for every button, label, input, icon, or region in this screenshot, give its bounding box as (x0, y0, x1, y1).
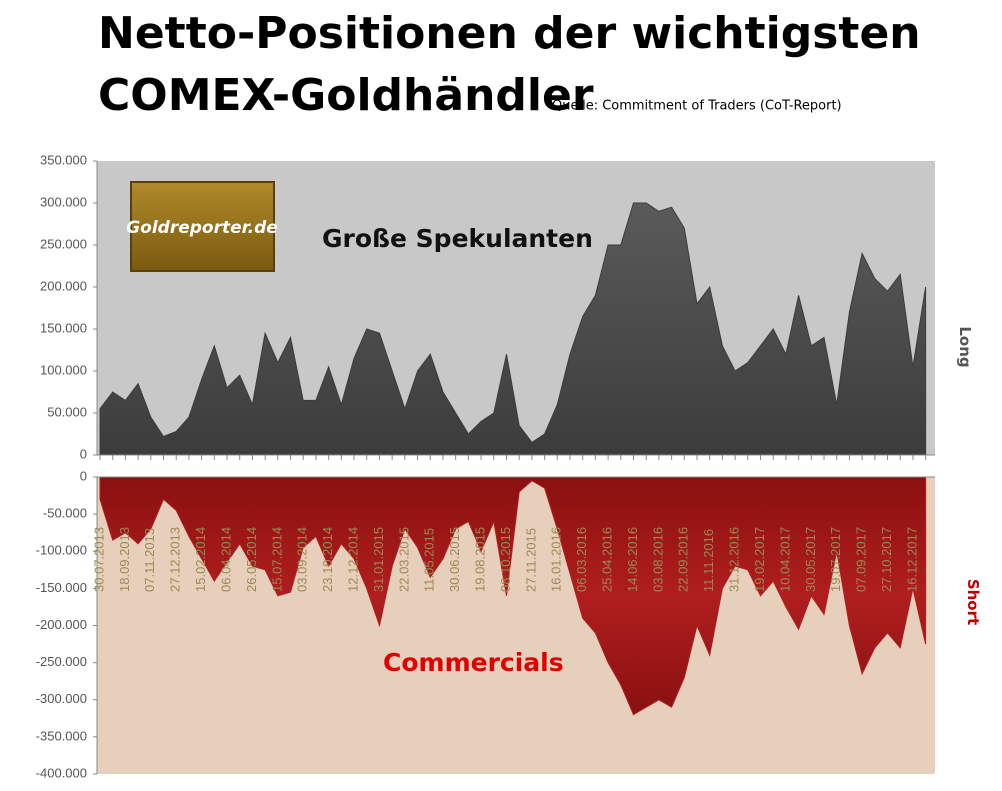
y-tick-label: -50.000 (43, 506, 87, 521)
x-tick-label: 18.09.2013 (117, 527, 132, 592)
x-tick-label: 23.10.2014 (320, 527, 335, 592)
x-tick-label: 19.07.2017 (828, 527, 843, 592)
x-tick-label: 03.09.2014 (295, 527, 310, 592)
area (99, 476, 927, 716)
y-tick-label: 200.000 (40, 278, 87, 293)
y-tick-label: -250.000 (36, 654, 87, 669)
x-tick-label: 10.04.2017 (777, 527, 792, 592)
x-tick-label: 11.05.2015 (422, 528, 437, 592)
x-tick-label: 27.12.2013 (168, 527, 183, 592)
annotation: Commercials (383, 648, 564, 677)
y-tick-label: 250.000 (40, 236, 87, 251)
y-tick-label: -100.000 (36, 543, 87, 558)
x-tick-label: 25.04.2016 (600, 527, 615, 592)
y-tick-label: 0 (80, 446, 87, 461)
x-tick-label: 08.10.2015 (498, 527, 513, 592)
x-tick-label: 30.05.2017 (803, 527, 818, 592)
y-tick-label: 100.000 (40, 362, 87, 377)
x-tick-label: 15.07.2014 (269, 527, 284, 592)
x-tick-label: 22.03.2015 (396, 527, 411, 592)
source: Quelle: Commitment of Traders (CoT-Repor… (552, 99, 842, 114)
x-tick-label: 31.01.2015 (371, 527, 386, 592)
side-label: Short (964, 579, 982, 625)
x-tick-label: 26.05.2014 (244, 527, 259, 592)
x-tick-label: 19.02.2017 (752, 527, 767, 592)
x-tick-label: 31.12.2016 (727, 527, 742, 592)
y-tick-label: 350.000 (40, 152, 87, 167)
y-tick-label: 300.000 (40, 194, 87, 209)
x-tick-label: 30.06.2015 (447, 527, 462, 592)
y-tick-label: -200.000 (36, 617, 87, 632)
x-tick-label: 07.09.2017 (854, 527, 869, 592)
x-tick-label: 06.04.2014 (218, 527, 233, 592)
x-tick-label: 12.12.2014 (345, 527, 360, 592)
x-tick-label: 03.08.2016 (650, 527, 665, 592)
x-tick-label: 27.10.2017 (879, 527, 894, 592)
y-tick-label: 50.000 (47, 404, 87, 419)
area (99, 202, 927, 456)
annotation: Große Spekulanten (322, 224, 593, 253)
y-tick-label: -350.000 (36, 728, 87, 743)
x-tick-label: 14.06.2016 (625, 527, 640, 592)
x-tick-label: 11.11.2016 (701, 529, 716, 592)
x-tick-label: 16.12.2017 (904, 527, 919, 592)
logo-box (130, 181, 275, 272)
x-tick-label: 30.07.2013 (91, 527, 106, 592)
y-tick-label: -300.000 (36, 691, 87, 706)
x-tick-label: 16.01.2016 (549, 527, 564, 592)
y-tick-label: 150.000 (40, 320, 87, 335)
x-tick-label: 22.09.2016 (676, 527, 691, 592)
x-tick-label: 27.11.2015 (523, 528, 538, 592)
title-line: COMEX-Goldhändler (98, 70, 594, 121)
x-tick-label: 19.08.2015 (473, 527, 488, 592)
x-tick-label: 06.03.2016 (574, 527, 589, 592)
x-tick-label: 15.02.2014 (193, 527, 208, 592)
x-tick-label: 07.11.2013 (142, 528, 157, 592)
side-label: Long (956, 326, 974, 367)
y-tick-label: -150.000 (36, 580, 87, 595)
logo-text: Goldreporter.de (126, 218, 278, 238)
title-line: Netto-Positionen der wichtigsten (98, 8, 921, 59)
y-tick-label: -400.000 (36, 765, 87, 780)
y-tick-label: 0 (80, 468, 87, 483)
